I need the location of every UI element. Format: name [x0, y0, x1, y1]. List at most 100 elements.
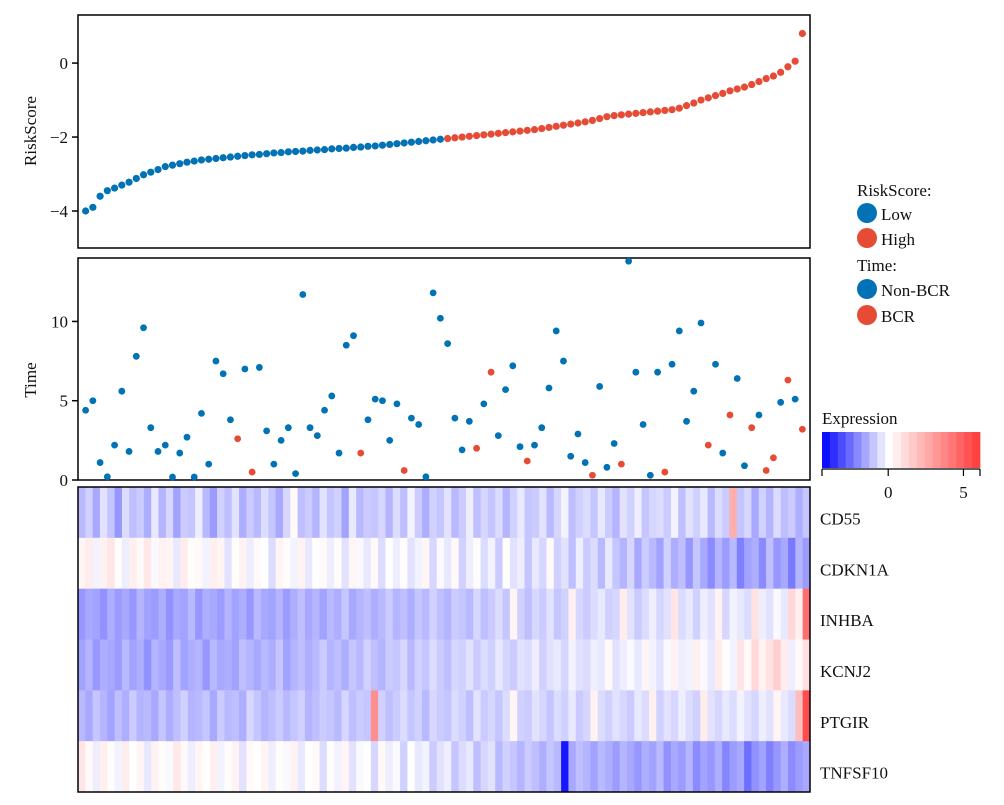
heatmap-cell: [465, 690, 474, 742]
heatmap-cell: [422, 741, 430, 793]
time-point: [617, 460, 625, 468]
riskscore-point: [248, 151, 256, 159]
heatmap-cell: [304, 537, 313, 590]
heatmap-cell: [261, 639, 269, 691]
riskscore-point: [472, 131, 481, 140]
colorbar-segment: [916, 432, 926, 468]
riskscore-point: [378, 141, 387, 149]
heatmap-cell: [568, 639, 577, 691]
heatmap-cell: [539, 588, 547, 640]
heatmap-cell: [663, 639, 672, 691]
heatmap-cell: [304, 690, 313, 742]
time-point: [762, 467, 770, 474]
time-point: [422, 473, 430, 481]
heatmap-cell: [670, 487, 679, 539]
heatmap-cell: [121, 690, 130, 742]
heatmap-cell: [312, 690, 320, 742]
heatmap-cell: [678, 588, 686, 640]
riskscore-point: [436, 135, 444, 143]
time-point: [545, 384, 553, 392]
heatmap-cell: [751, 537, 760, 590]
heatmap-cell: [239, 639, 247, 691]
heatmap-cell: [788, 537, 796, 590]
heatmap-cell: [751, 690, 760, 742]
heatmap-cell: [648, 639, 657, 691]
heatmap-cell: [524, 639, 533, 691]
heatmap-cell: [297, 588, 306, 640]
heatmap-cell: [546, 588, 555, 640]
heatmap-cell: [685, 639, 694, 691]
heatmap-cell: [385, 537, 394, 590]
heatmap-cell: [692, 690, 701, 742]
time-point: [277, 436, 285, 444]
heatmap-cell: [780, 537, 789, 590]
heatmap-cell: [451, 690, 460, 742]
time-point: [299, 291, 307, 298]
colorbar-tick-label: 5: [959, 483, 968, 502]
heatmap-cell: [766, 741, 774, 793]
heatmap-cell: [422, 639, 430, 691]
heatmap-cell: [802, 690, 811, 742]
heatmap-cell: [480, 741, 489, 793]
heatmap-cell: [583, 537, 591, 590]
heatmap-cell: [722, 741, 730, 793]
heatmap-cell: [744, 487, 752, 539]
heatmap-cell: [685, 537, 694, 590]
heatmap-cell: [246, 741, 255, 793]
heatmap-cell: [524, 690, 533, 742]
colorbar-segment: [822, 432, 831, 468]
riskscore-point: [552, 122, 560, 130]
heatmap-cell: [231, 487, 240, 539]
heatmap-cell: [326, 588, 335, 640]
heatmap-cell: [187, 537, 196, 590]
heatmap-cell: [465, 741, 474, 793]
riskscore-point: [226, 153, 235, 161]
heatmap-cell: [297, 487, 306, 539]
colorbar-segment: [861, 432, 870, 468]
heatmap-cell: [575, 588, 584, 640]
heatmap-cell: [341, 639, 350, 691]
heatmap-cell: [568, 487, 577, 539]
time-panel: Time 0 5 10: [21, 257, 811, 490]
gene-label: CDKN1A: [820, 560, 890, 579]
heatmap-cell: [268, 537, 277, 590]
heatmap-cell: [400, 487, 408, 539]
heatmap-cell: [195, 537, 203, 590]
heatmap-cell: [334, 537, 342, 590]
heatmap-cell: [707, 639, 716, 691]
heatmap-cell: [722, 487, 730, 539]
riskscore-point: [139, 171, 148, 179]
heatmap-cell: [634, 588, 643, 640]
heatmap-cell: [575, 690, 584, 742]
heatmap-cell: [165, 588, 174, 640]
gene-label: PTGIR: [820, 713, 870, 732]
heatmap-cell: [319, 537, 328, 590]
time-point: [560, 357, 567, 365]
heatmap-cell: [539, 537, 547, 590]
heatmap-cell: [385, 487, 394, 539]
time-point: [364, 416, 372, 424]
riskscore-point: [639, 109, 647, 117]
heatmap-cell: [129, 537, 137, 590]
heatmap-cell: [253, 487, 262, 539]
time-point: [154, 448, 162, 455]
heatmap-cell: [78, 690, 86, 742]
riskscore-point: [509, 128, 517, 136]
time-point: [111, 441, 118, 449]
legend-low-marker: [857, 203, 877, 223]
heatmap-cell: [531, 537, 540, 590]
heatmap-cell: [619, 588, 628, 640]
heatmap-cell: [165, 487, 174, 539]
heatmap-cell: [239, 588, 247, 640]
heatmap-cell: [612, 487, 621, 539]
heatmap-cell: [261, 588, 269, 640]
heatmap-cell: [400, 639, 408, 691]
riskscore-point: [480, 131, 488, 139]
heatmap-cell: [773, 588, 782, 640]
riskscore-point: [118, 181, 126, 189]
legend-bcr-marker: [857, 305, 877, 325]
riskscore-point: [176, 160, 184, 168]
time-point: [770, 454, 777, 462]
heatmap-cell: [458, 588, 467, 640]
heatmap-cell: [714, 588, 723, 640]
